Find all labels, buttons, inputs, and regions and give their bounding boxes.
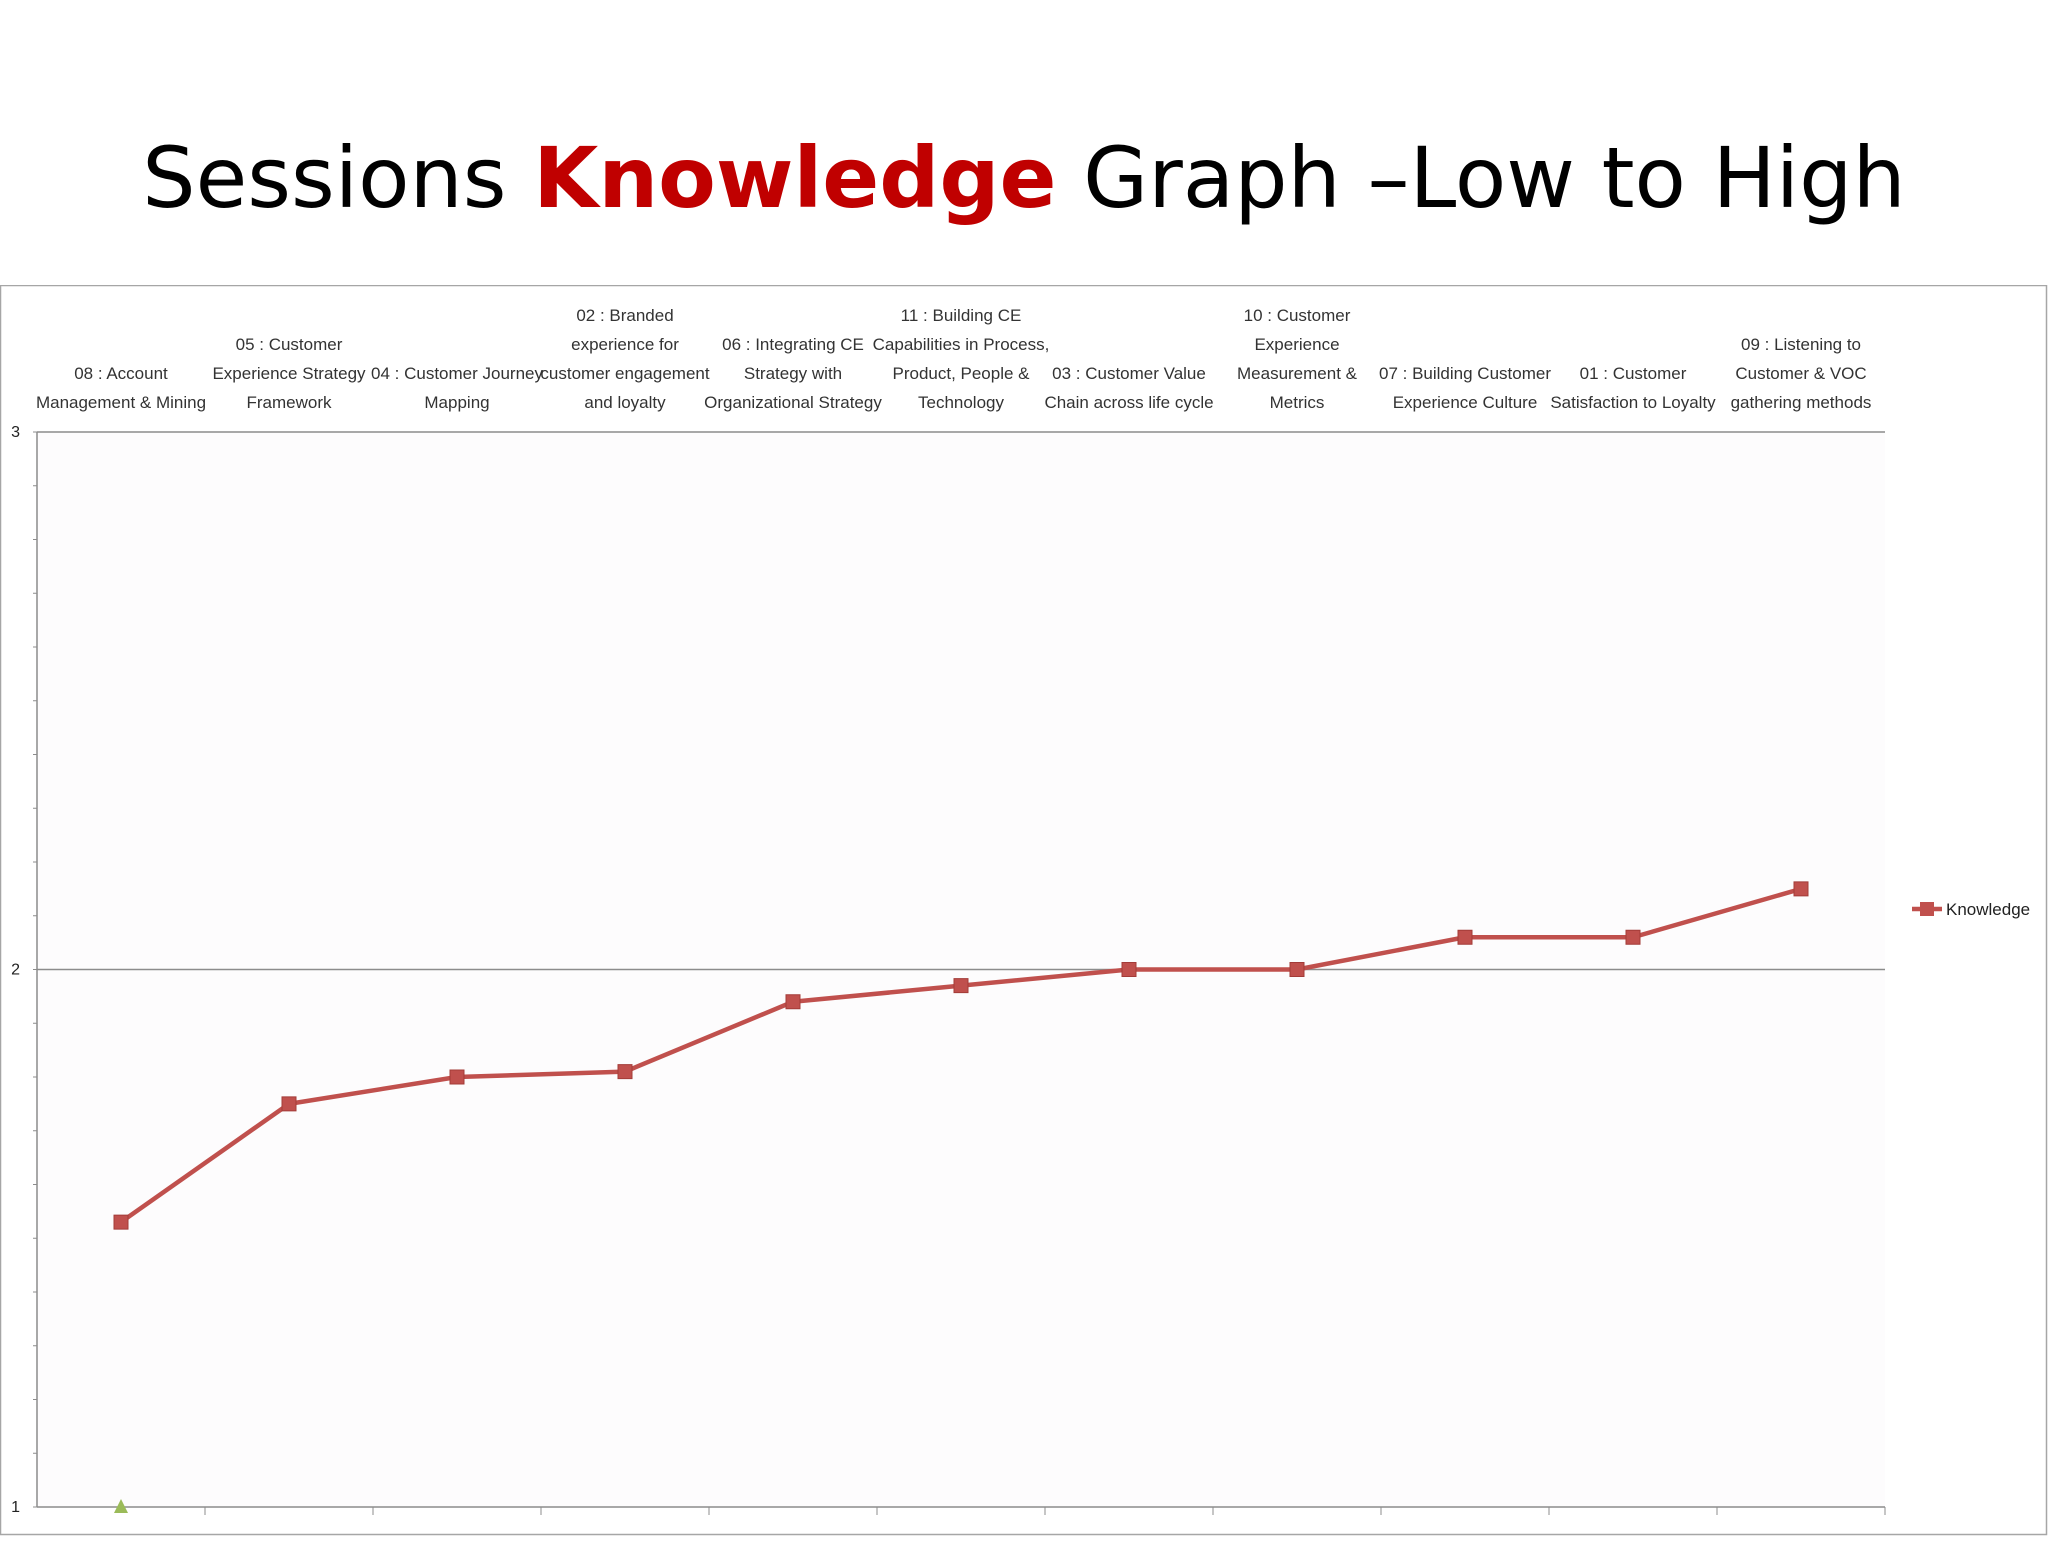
legend-label-knowledge: Knowledge <box>1946 900 2030 919</box>
category-label-line: customer engagement <box>540 364 709 383</box>
category-label-line: 06 : Integrating CE <box>722 335 864 354</box>
data-point-marker <box>617 1064 633 1080</box>
category-label: 11 : Building CE Capabilities in Process,… <box>873 306 1050 412</box>
category-label-line: Management & Mining <box>36 393 206 412</box>
legend-marker-knowledge <box>1920 902 1934 916</box>
category-label-line: Satisfaction to Loyalty <box>1550 393 1716 412</box>
data-point-marker <box>1457 929 1473 945</box>
category-label-line: Strategy with <box>744 364 842 383</box>
category-label-line: Framework <box>246 393 332 412</box>
category-label-line: gathering methods <box>1731 393 1872 412</box>
category-label-line: Organizational Strategy <box>704 393 882 412</box>
data-point-marker <box>1625 929 1641 945</box>
category-label-line: Product, People & <box>892 364 1030 383</box>
category-label-line: 02 : Branded <box>576 306 673 325</box>
category-label: 04 : Customer Journey Mapping <box>371 364 543 412</box>
data-point-marker <box>113 1214 129 1230</box>
y-tick-label: 2 <box>11 962 20 979</box>
data-point-marker <box>1793 881 1809 897</box>
category-label-line: Customer & VOC <box>1735 364 1866 383</box>
category-label-line: Measurement & <box>1237 364 1358 383</box>
category-label: 07 : Building Customer Experience Culture <box>1379 364 1551 412</box>
category-label: 06 : Integrating CE Strategy with Organiza… <box>704 335 882 412</box>
category-label-line: Experience Strategy <box>212 364 366 383</box>
category-label: 09 : Listening to Customer & VOC gathering… <box>1731 335 1872 412</box>
category-label-line: Experience Culture <box>1393 393 1538 412</box>
category-label-line: Metrics <box>1270 393 1325 412</box>
category-label: 05 : Customer Experience Strategy Framewor… <box>212 335 366 412</box>
category-label: 02 : Branded experience for customer engag… <box>540 306 709 412</box>
category-label: 03 : Customer Value Chain across life cyc… <box>1044 364 1213 412</box>
chart-frame: 08 : Account Management & Mining 05 : Cust… <box>0 284 2048 1536</box>
category-label-line: 01 : Customer <box>1580 364 1687 383</box>
title-part-1: Sessions <box>142 129 534 227</box>
category-label-line: and loyalty <box>584 393 666 412</box>
category-label: 08 : Account Management & Mining <box>36 364 206 412</box>
category-label: 10 : Customer Experience Measurement & Metr… <box>1237 306 1358 412</box>
data-point-marker <box>1289 962 1305 977</box>
category-label-line: Mapping <box>424 393 489 412</box>
category-label-line: 05 : Customer <box>236 335 343 354</box>
category-label-line: 04 : Customer Journey <box>371 364 543 383</box>
category-label-line: 09 : Listening to <box>1741 335 1861 354</box>
y-tick-label: 3 <box>11 424 20 441</box>
category-label-line: 11 : Building CE <box>901 306 1022 325</box>
category-label-line: Experience <box>1254 335 1339 354</box>
title-keyword: Knowledge <box>533 129 1057 227</box>
category-label-line: Chain across life cycle <box>1044 393 1213 412</box>
title-part-3: Graph –Low to High <box>1056 129 1906 227</box>
data-point-marker <box>785 994 801 1010</box>
data-point-marker <box>281 1096 297 1112</box>
y-tick-label: 1 <box>11 1499 20 1516</box>
knowledge-line-chart: 08 : Account Management & Mining 05 : Cust… <box>0 284 2048 1536</box>
data-point-marker <box>953 978 969 994</box>
category-label-line: 08 : Account <box>74 364 168 383</box>
category-label-line: Technology <box>918 393 1005 412</box>
slide-title: Sessions Knowledge Graph –Low to High <box>0 128 2048 229</box>
category-label-line: 10 : Customer <box>1244 306 1351 325</box>
category-label-line: Capabilities in Process, <box>873 335 1050 354</box>
extra-marker-triangle <box>114 1499 128 1513</box>
category-label-line: 07 : Building Customer <box>1379 364 1551 383</box>
category-label: 01 : Customer Satisfaction to Loyalty <box>1550 364 1716 412</box>
category-label-line: 03 : Customer Value <box>1052 364 1206 383</box>
data-point-marker <box>1121 962 1137 977</box>
category-label-line: experience for <box>571 335 679 354</box>
data-point-marker <box>449 1069 465 1085</box>
